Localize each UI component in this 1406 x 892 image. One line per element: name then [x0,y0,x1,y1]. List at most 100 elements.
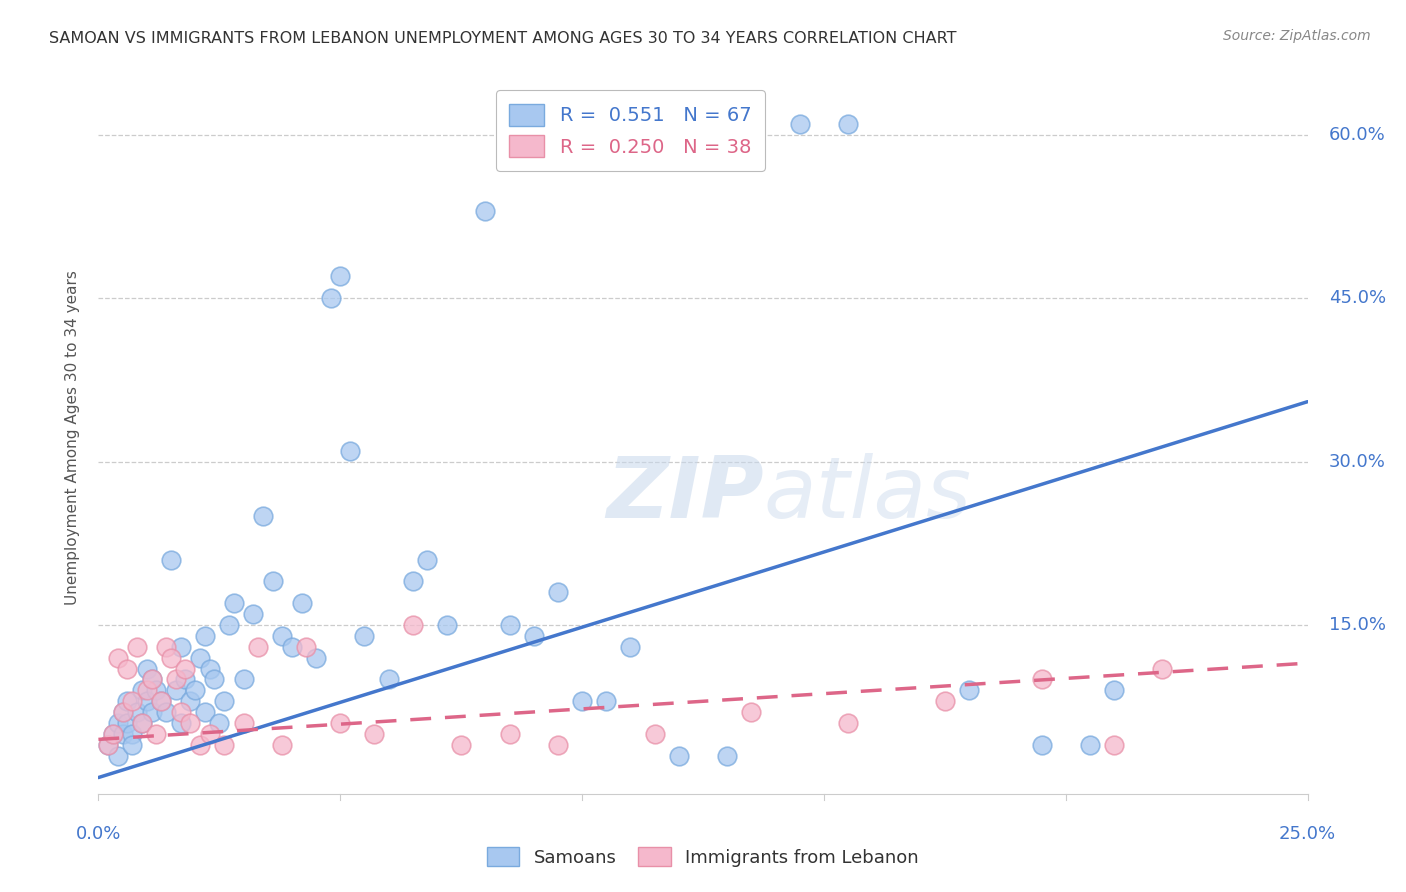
Point [242,607,264,621]
Point [218,618,240,632]
Point [271,629,294,643]
Point [111,727,134,741]
Point [212,738,235,752]
Point [1102,738,1125,752]
Point [1152,662,1174,676]
Point [619,640,641,654]
Legend: Samoans, Immigrants from Lebanon: Samoans, Immigrants from Lebanon [479,840,927,874]
Point [716,748,738,763]
Point [194,705,217,719]
Point [121,694,143,708]
Point [160,650,183,665]
Point [416,552,439,566]
Point [547,585,569,599]
Point [169,716,191,731]
Point [329,716,352,731]
Point [402,574,425,589]
Text: 60.0%: 60.0% [1329,126,1385,144]
Point [644,727,666,741]
Point [329,269,352,284]
Point [150,694,173,708]
Point [111,705,134,719]
Point [1031,738,1053,752]
Point [934,694,956,708]
Point [141,705,163,719]
Point [571,694,593,708]
Point [101,727,124,741]
Point [107,650,129,665]
Point [319,291,342,305]
Point [135,683,157,698]
Point [101,727,124,741]
Point [117,662,139,676]
Point [247,640,270,654]
Point [179,694,201,708]
Point [169,640,191,654]
Point [1031,673,1053,687]
Point [131,716,153,731]
Point [295,640,318,654]
Point [198,662,221,676]
Point [145,683,167,698]
Point [668,748,690,763]
Point [1102,683,1125,698]
Point [450,738,472,752]
Point [222,596,245,610]
Point [117,694,139,708]
Point [141,673,163,687]
Point [107,716,129,731]
Point [188,738,211,752]
Point [498,727,520,741]
Point [353,629,375,643]
Point [547,738,569,752]
Point [165,673,187,687]
Point [179,716,201,731]
Point [595,694,617,708]
Point [155,705,177,719]
Point [145,727,167,741]
Point [281,640,304,654]
Point [127,640,149,654]
Point [107,748,129,763]
Y-axis label: Unemployment Among Ages 30 to 34 years: Unemployment Among Ages 30 to 34 years [65,269,80,605]
Point [789,117,811,131]
Text: 25.0%: 25.0% [1279,825,1336,843]
Point [436,618,458,632]
Point [523,629,546,643]
Text: 15.0%: 15.0% [1329,616,1386,634]
Point [184,683,207,698]
Point [165,683,187,698]
Point [169,705,191,719]
Point [111,705,134,719]
Point [252,509,274,524]
Point [957,683,980,698]
Point [837,716,859,731]
Point [1078,738,1101,752]
Point [194,629,217,643]
Point [141,673,163,687]
Point [155,640,177,654]
Legend: R =  0.551   N = 67, R =  0.250   N = 38: R = 0.551 N = 67, R = 0.250 N = 38 [496,90,765,171]
Text: 30.0%: 30.0% [1329,452,1385,471]
Point [232,673,254,687]
Point [160,552,183,566]
Point [290,596,312,610]
Point [402,618,425,632]
Point [740,705,762,719]
Point [212,694,235,708]
Point [188,650,211,665]
Point [198,727,221,741]
Point [339,443,361,458]
Text: Source: ZipAtlas.com: Source: ZipAtlas.com [1223,29,1371,43]
Point [131,716,153,731]
Point [271,738,294,752]
Point [377,673,399,687]
Point [97,738,120,752]
Point [204,673,226,687]
Text: SAMOAN VS IMMIGRANTS FROM LEBANON UNEMPLOYMENT AMONG AGES 30 TO 34 YEARS CORRELA: SAMOAN VS IMMIGRANTS FROM LEBANON UNEMPL… [49,31,956,46]
Point [121,738,143,752]
Point [498,618,520,632]
Point [174,662,197,676]
Point [97,738,120,752]
Point [121,727,143,741]
